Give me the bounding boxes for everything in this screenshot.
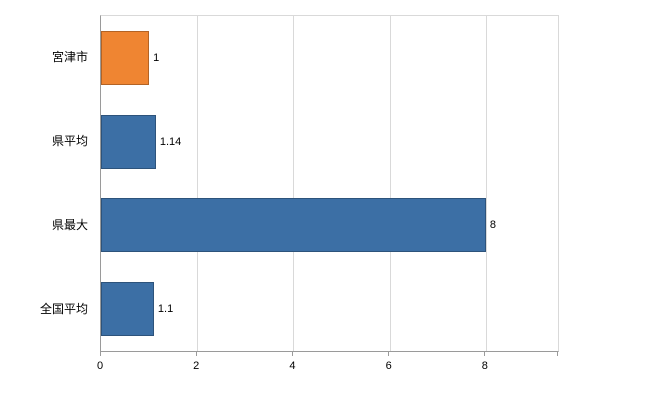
tick-label: 6 bbox=[385, 360, 392, 372]
tick-label: 4 bbox=[289, 360, 296, 372]
tick-label: 8 bbox=[481, 360, 488, 372]
bar-row: 1.1 bbox=[101, 267, 558, 351]
tick-mark bbox=[291, 351, 293, 356]
tick-mark bbox=[556, 351, 558, 356]
tick-label: 2 bbox=[193, 360, 200, 372]
category-label-1: 県平均 bbox=[51, 134, 88, 149]
x-axis: 0 2 4 6 8 bbox=[96, 351, 558, 381]
tick-mark bbox=[484, 351, 486, 356]
bar-2 bbox=[101, 198, 486, 253]
category-label-0: 宮津市 bbox=[51, 50, 88, 65]
tick-mark bbox=[195, 351, 197, 356]
bar-rows: 1 1.14 8 1.1 bbox=[101, 16, 558, 351]
value-label: 1.14 bbox=[159, 135, 182, 148]
gridline bbox=[293, 16, 295, 351]
category-labels: 宮津市県平均県最大全国平均 bbox=[0, 15, 94, 350]
value-label: 1.1 bbox=[157, 303, 174, 316]
bar-row: 1.14 bbox=[101, 100, 558, 184]
bar-1 bbox=[101, 114, 156, 169]
gridline bbox=[389, 16, 391, 351]
tick-mark bbox=[388, 351, 390, 356]
gridline bbox=[197, 16, 199, 351]
bar-row: 8 bbox=[101, 184, 558, 268]
tick-mark bbox=[99, 351, 101, 356]
bar-3 bbox=[101, 282, 154, 337]
bar-0 bbox=[101, 30, 150, 85]
gridline bbox=[485, 16, 487, 351]
category-label-3: 全国平均 bbox=[39, 301, 88, 316]
value-label: 8 bbox=[489, 219, 496, 232]
bar-row: 1 bbox=[101, 16, 558, 100]
category-label-2: 県最大 bbox=[51, 217, 88, 232]
tick-label: 0 bbox=[96, 360, 104, 372]
plot-area: 1 1.14 8 1.1 bbox=[100, 15, 559, 352]
value-label: 1 bbox=[153, 51, 160, 64]
